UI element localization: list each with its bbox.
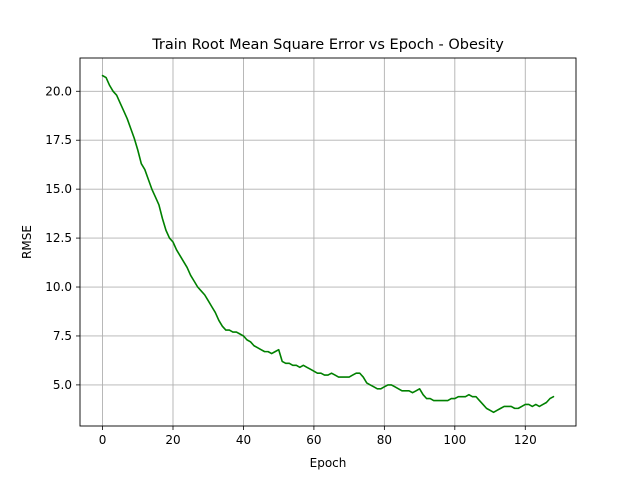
x-tick-label: 100 [443, 433, 466, 447]
y-tick-label: 20.0 [45, 84, 72, 98]
y-tick-label: 17.5 [45, 133, 72, 147]
plot-frame [79, 57, 577, 427]
y-tick-label: 7.5 [53, 329, 72, 343]
x-tick-label: 60 [306, 433, 321, 447]
x-tick-label: 0 [99, 433, 107, 447]
chart-title: Train Root Mean Square Error vs Epoch - … [151, 37, 504, 53]
x-tick-label: 80 [377, 433, 392, 447]
tick-layer: 0 20 40 60 80 100 120 5.0 7.5 10.0 12.5 15.0 17.5 20.… [45, 84, 536, 447]
series-layer [101, 74, 555, 414]
grid-lines [80, 58, 576, 426]
y-tick-label: 12.5 [45, 231, 72, 245]
x-tick-label: 20 [165, 433, 180, 447]
x-axis-label: Epoch [310, 456, 347, 470]
y-tick-label: 10.0 [45, 280, 72, 294]
x-tick-label: 120 [514, 433, 537, 447]
y-axis-label: RMSE [20, 225, 34, 259]
x-tick-label: 40 [236, 433, 251, 447]
y-tick-label: 5.0 [53, 378, 72, 392]
y-tick-label: 15.0 [45, 182, 72, 196]
rmse-series-line [101, 74, 555, 414]
